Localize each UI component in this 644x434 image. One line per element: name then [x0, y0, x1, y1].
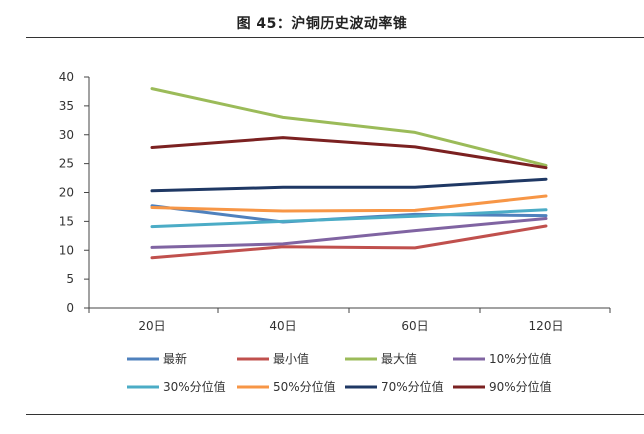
- y-tick-label: 25: [59, 157, 74, 171]
- bottom-rule: [26, 414, 644, 415]
- series-line-7: [150, 136, 548, 170]
- chart-axes: 0 5 10 15 20 25 30 35 40 20日 40日 60日 120日: [59, 70, 611, 333]
- y-tick-label: 40: [59, 70, 74, 84]
- legend-label: 70%分位值: [381, 379, 444, 394]
- x-tick-label: 60日: [401, 319, 428, 333]
- legend-label: 30%分位值: [163, 379, 226, 394]
- y-tick-label: 30: [59, 128, 74, 142]
- x-tick-label: 20日: [138, 319, 165, 333]
- series-line-5: [150, 194, 548, 213]
- legend-label: 10%分位值: [489, 351, 552, 366]
- series-line-6: [150, 177, 548, 193]
- legend-label: 50%分位值: [273, 379, 336, 394]
- series-line-1: [150, 224, 548, 260]
- legend-label: 90%分位值: [489, 379, 552, 394]
- series-line-4: [150, 208, 548, 229]
- y-tick-label: 0: [66, 301, 74, 315]
- legend-label: 最大值: [381, 351, 417, 366]
- series-lines: [150, 87, 548, 260]
- chart-legend: 最新 最小值 最大值 10%分位值 30%分位值 50%分位值 70%分位值 90%分位值: [127, 351, 552, 394]
- y-tick-label: 20: [59, 186, 74, 200]
- x-tick-label: 40日: [269, 319, 296, 333]
- y-tick-label: 10: [59, 243, 74, 257]
- chart-title: 图 45：沪铜历史波动率锥: [236, 16, 408, 32]
- legend-label: 最小值: [273, 351, 309, 366]
- y-tick-label: 5: [66, 272, 74, 286]
- legend-label: 最新: [163, 351, 187, 366]
- y-tick-label: 35: [59, 99, 74, 113]
- series-line-2: [150, 87, 548, 167]
- x-tick-label: 120日: [529, 319, 564, 333]
- series-line-3: [150, 217, 548, 249]
- top-rule: [26, 37, 644, 38]
- y-tick-label: 15: [59, 214, 74, 228]
